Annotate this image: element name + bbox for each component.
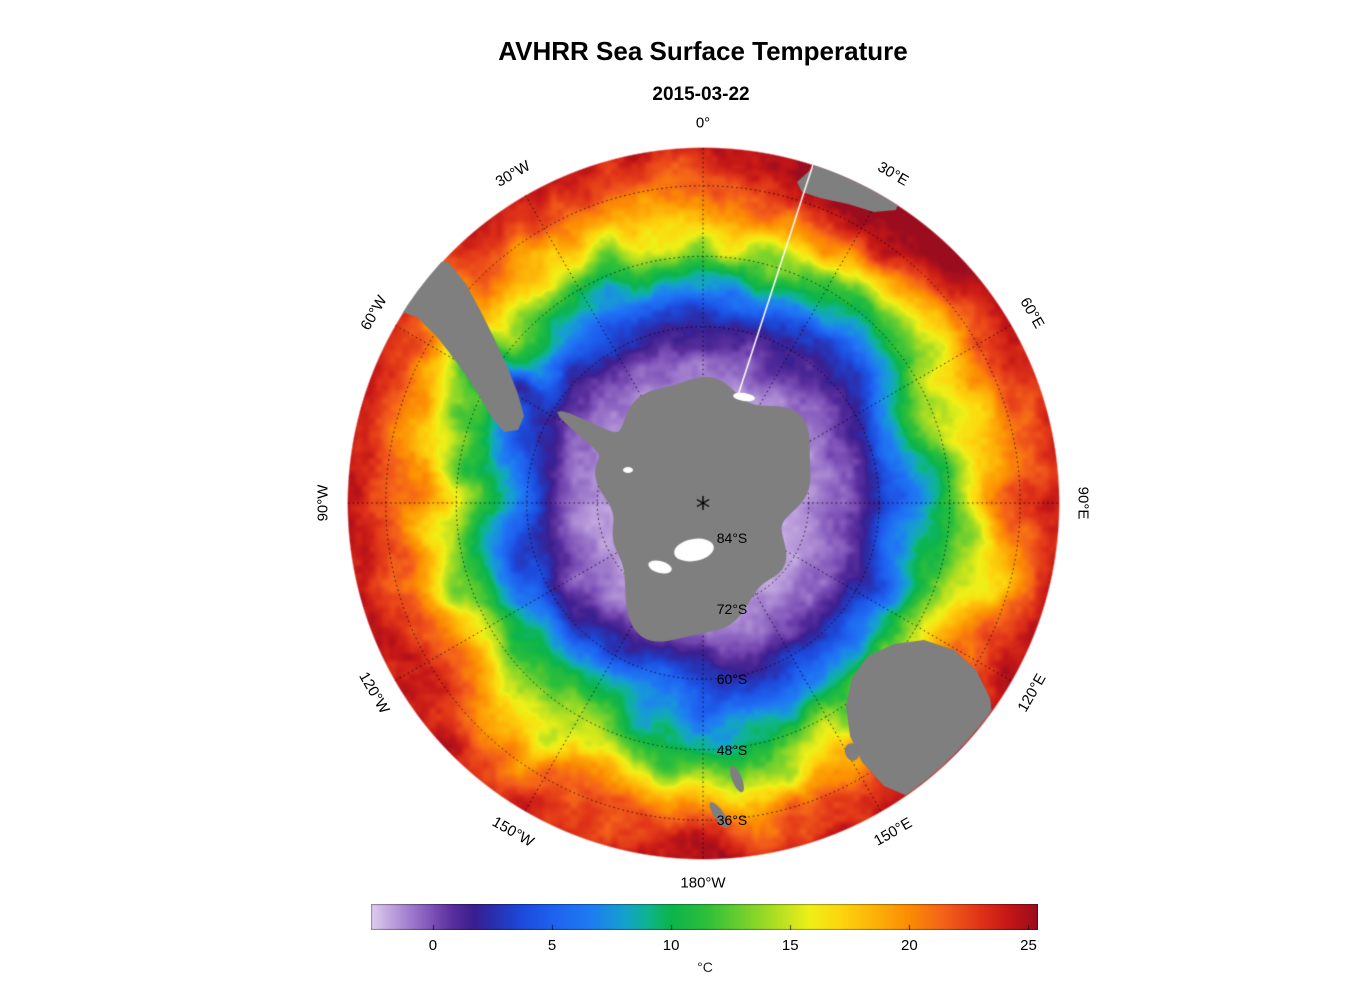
lat-label-84S: 84°S (716, 530, 748, 547)
lon-label-180: 180°W (680, 874, 726, 892)
lat-label-36S: 36°S (716, 812, 748, 829)
colorbar-tick-0: 0 (428, 937, 438, 954)
lon-label-270: 90°W (314, 484, 332, 522)
colorbar-tick-10: 10 (662, 937, 680, 954)
lon-label-0: 0° (695, 114, 711, 132)
lat-label-72S: 72°S (716, 600, 748, 617)
colorbar (371, 904, 1038, 930)
colorbar-tick-5: 5 (547, 937, 557, 954)
lon-label-90: 90°E (1074, 486, 1092, 520)
colorbar-tick-25: 25 (1020, 937, 1037, 954)
lat-label-48S: 48°S (716, 741, 748, 758)
figure-title: AVHRR Sea Surface Temperature (498, 36, 908, 66)
colorbar-tick-20: 20 (901, 937, 918, 954)
colorbar-unit-label: °C (697, 959, 713, 975)
lat-label-60S: 60°S (716, 671, 748, 688)
colorbar-tick-15: 15 (781, 937, 799, 954)
figure-date-subtitle: 2015-03-22 (652, 84, 750, 105)
